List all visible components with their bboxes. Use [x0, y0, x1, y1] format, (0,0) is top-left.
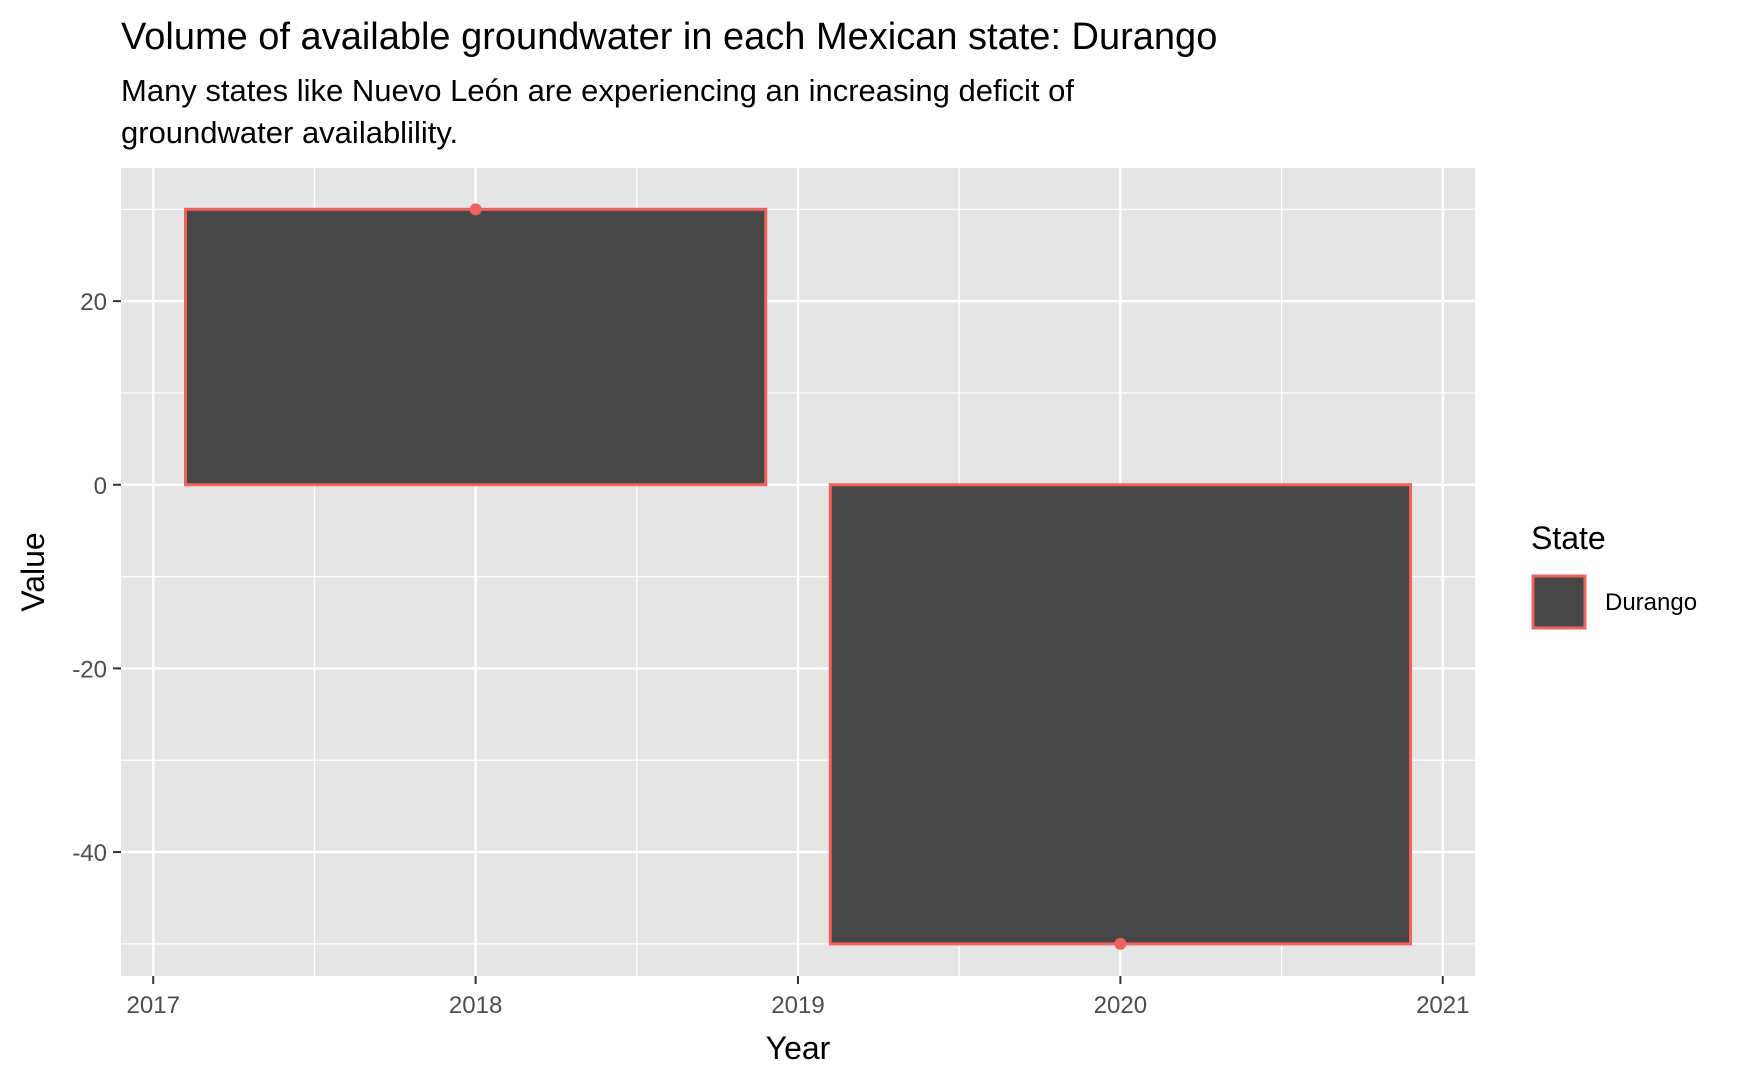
y-tick-label: -40	[72, 840, 107, 867]
points	[469, 203, 1127, 950]
y-tick-label: 20	[80, 289, 107, 316]
legend-key-durango	[1531, 574, 1587, 630]
x-axis-title: Year	[766, 1030, 831, 1066]
x-tick-label: 2017	[127, 992, 180, 1019]
legend-title: State	[1531, 520, 1606, 556]
point-2018	[469, 203, 482, 216]
bars	[183, 207, 1413, 946]
legend-label-durango: Durango	[1605, 589, 1697, 616]
chart-title: Volume of available groundwater in each …	[121, 16, 1217, 58]
x-tick-label: 2018	[449, 992, 502, 1019]
chart-subtitle-line-2: groundwater availablility.	[121, 115, 458, 150]
y-tick-label: -20	[72, 656, 107, 683]
y-tick-label: 0	[94, 473, 107, 500]
y-axis-title: Value	[15, 532, 51, 611]
bar-2020	[828, 483, 1413, 946]
x-tick-label: 2020	[1094, 992, 1147, 1019]
y-axis: 20 0 -20 -40	[72, 289, 121, 867]
bar-2018	[183, 207, 768, 487]
x-tick-label: 2019	[771, 992, 824, 1019]
x-axis: 2017 2018 2019 2020 2021	[127, 976, 1469, 1019]
legend: State Durango	[1531, 520, 1697, 630]
chart-subtitle-line-1: Many states like Nuevo León are experien…	[121, 73, 1074, 108]
x-tick-label: 2021	[1416, 992, 1469, 1019]
point-2020	[1114, 937, 1127, 950]
